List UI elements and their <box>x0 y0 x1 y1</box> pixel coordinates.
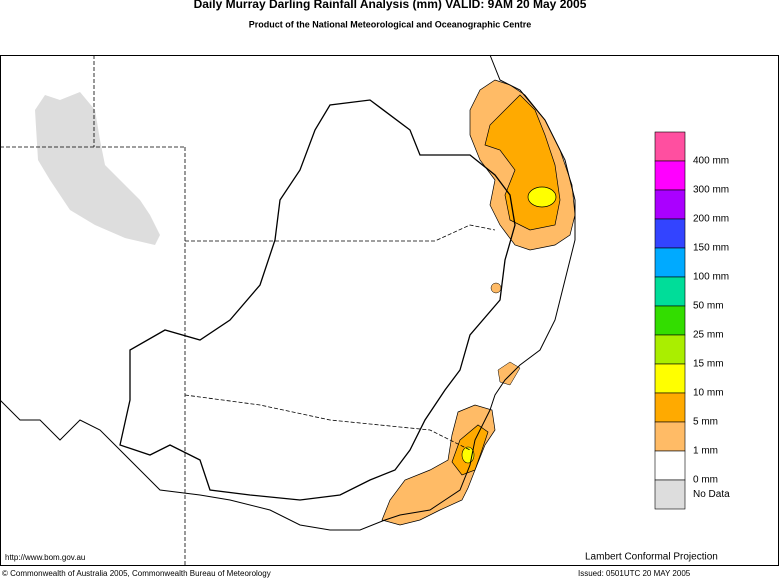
legend-swatch <box>654 479 686 510</box>
legend-swatch <box>654 189 686 220</box>
copyright: © Commonwealth of Australia 2005, Common… <box>2 569 271 578</box>
legend-label: 15 mm <box>693 359 724 370</box>
legend-swatch <box>654 334 686 365</box>
legend-label: 1 mm <box>693 446 718 457</box>
source-url: http://www.bom.gov.au <box>5 553 85 562</box>
legend-swatch <box>654 450 686 481</box>
legend-swatch <box>654 392 686 423</box>
rain-1mm-coast <box>497 361 521 386</box>
issued: Issued: 0501UTC 20 MAY 2005 <box>578 569 691 578</box>
legend-label: 200 mm <box>693 214 729 225</box>
state-borders <box>0 55 496 565</box>
legend-label: 10 mm <box>693 388 724 399</box>
legend-swatch <box>654 218 686 249</box>
legend-swatch <box>654 421 686 452</box>
legend-swatch <box>654 276 686 307</box>
legend-label: No Data <box>693 489 730 500</box>
basin-boundary <box>119 99 516 501</box>
legend-swatch <box>654 363 686 394</box>
legend-swatch <box>654 247 686 278</box>
legend-label: 25 mm <box>693 330 724 341</box>
legend-label: 300 mm <box>693 185 729 196</box>
legend-swatch <box>654 305 686 336</box>
title: Daily Murray Darling Rainfall Analysis (… <box>194 0 587 11</box>
projection: Lambert Conformal Projection <box>585 552 718 563</box>
legend-swatch <box>654 131 686 162</box>
legend-label: 0 mm <box>693 475 718 486</box>
no-data-area <box>35 92 160 245</box>
legend-label: 50 mm <box>693 301 724 312</box>
coastline <box>0 54 576 531</box>
legend-label: 150 mm <box>693 243 729 254</box>
legend-label: 100 mm <box>693 272 729 283</box>
legend: 400 mm 300 mm 200 mm 150 mm 100 mm 50 mm 25 mm… <box>654 131 730 510</box>
legend-label: 5 mm <box>693 417 718 428</box>
rain-1mm-spot <box>490 282 502 294</box>
subtitle: Product of the National Meteorological a… <box>249 19 532 29</box>
legend-label: 400 mm <box>693 156 729 167</box>
legend-swatch <box>654 160 686 191</box>
rain-10mm-north <box>527 186 557 208</box>
map-frame <box>0 55 779 566</box>
